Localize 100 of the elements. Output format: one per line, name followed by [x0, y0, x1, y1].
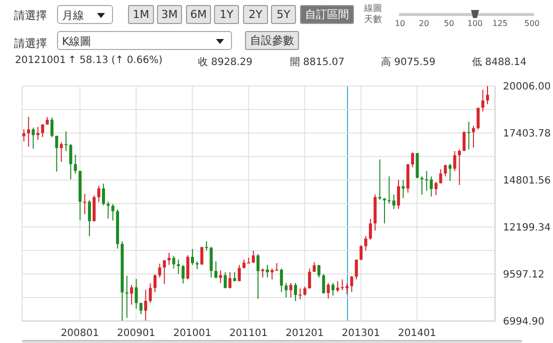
candlestick [486, 86, 490, 105]
candlestick [162, 260, 166, 284]
candlestick [130, 284, 134, 306]
candlestick [458, 148, 461, 186]
candlestick [168, 252, 171, 266]
candlestick [444, 164, 447, 177]
candlestick [219, 270, 222, 284]
candlestick [336, 280, 340, 293]
candlestick [430, 176, 433, 198]
text: 線圖天數 [364, 4, 383, 26]
candlestick [472, 125, 475, 148]
text: 500 [523, 19, 541, 28]
candlestick [266, 264, 269, 278]
candlestick [158, 263, 162, 278]
y-tick-label: 14801.56 [503, 176, 551, 187]
candlestick [481, 89, 484, 112]
text: 1M [128, 5, 154, 24]
candlestick [289, 282, 292, 298]
candlestick [364, 236, 368, 251]
y-tick-label: 20006.00 [503, 82, 551, 93]
candlestick [50, 117, 54, 138]
candlestick [252, 250, 255, 264]
candlestick [434, 181, 438, 196]
candlestick [182, 264, 185, 284]
candlestick [190, 248, 194, 266]
candlestick [111, 204, 114, 222]
text: 收 8928.29 [198, 56, 253, 69]
candlestick [238, 264, 241, 282]
text: 5Y [271, 5, 296, 24]
candlestick [134, 278, 138, 310]
text: 2Y [243, 5, 268, 24]
candlestick [228, 272, 232, 289]
candlestick [331, 282, 334, 296]
candlestick [69, 143, 72, 180]
candlestick [74, 154, 77, 174]
x-tick-label: 201401 [398, 328, 436, 340]
candlestick [27, 116, 30, 148]
candlestick [284, 282, 288, 298]
candlestick [144, 289, 148, 321]
x-tick-label: 201101 [229, 328, 268, 340]
candlestick [378, 158, 382, 200]
candlestick [83, 193, 86, 215]
candlestick [308, 268, 312, 289]
candlestick [148, 282, 152, 304]
candlestick [275, 262, 278, 271]
text: 125 [491, 19, 509, 28]
text: 請選擇 [14, 8, 47, 23]
candlestick [88, 200, 91, 237]
text: 50 [442, 19, 456, 28]
candlestick [397, 180, 400, 210]
candlestick [32, 127, 35, 150]
text: 開 8815.07 [290, 56, 345, 69]
candlestick [322, 273, 326, 294]
y-tick-label: 12199.34 [503, 222, 551, 234]
candlestick [154, 274, 157, 293]
text: K線圖 [57, 31, 232, 50]
candlestick [261, 268, 264, 278]
candlestick [467, 121, 470, 150]
candlestick [214, 260, 218, 278]
candlestick [368, 218, 372, 240]
candlestick [326, 282, 330, 300]
text: 3M [157, 5, 182, 24]
candlestick [420, 176, 424, 196]
x-tick-label: 200801 [60, 328, 100, 340]
text: 10 [394, 19, 406, 28]
candlestick [200, 246, 204, 266]
candlestick [92, 194, 96, 222]
y-tick-label: 6994.90 [503, 316, 544, 328]
candlestick [360, 244, 363, 261]
text: 請選擇 [14, 36, 47, 51]
text: 高 9075.59 [381, 56, 436, 69]
candlestick [462, 130, 466, 152]
candlestick [388, 176, 391, 204]
candlestick [102, 183, 105, 206]
candlestick [350, 275, 354, 293]
candlestick [317, 264, 320, 278]
text: 1Y [214, 5, 239, 24]
candlestick [55, 135, 58, 172]
candlestick [60, 142, 63, 162]
candlestick [270, 268, 274, 280]
candlestick [256, 254, 260, 300]
candlestick [476, 107, 480, 130]
text: 低 8488.14 [472, 56, 527, 69]
text: 100 [466, 19, 484, 28]
candlestick [392, 194, 396, 210]
x-tick-label: 201201 [286, 328, 324, 340]
candlestick [224, 272, 227, 289]
text: 20 [418, 19, 430, 28]
text: 自訂區間 [300, 5, 354, 24]
candlestick [312, 262, 316, 273]
candlestick [425, 170, 428, 192]
candlestick [186, 254, 190, 280]
x-tick-label: 200901 [117, 328, 156, 340]
candlestick [411, 152, 414, 168]
candlestick [298, 288, 302, 300]
text: ↑ 58.13 (↑ 0.66%) [68, 55, 162, 66]
text: 20121001 [15, 55, 66, 66]
candlestick [303, 286, 306, 296]
candlestick [354, 259, 358, 280]
text: 自設參數 [245, 31, 299, 50]
